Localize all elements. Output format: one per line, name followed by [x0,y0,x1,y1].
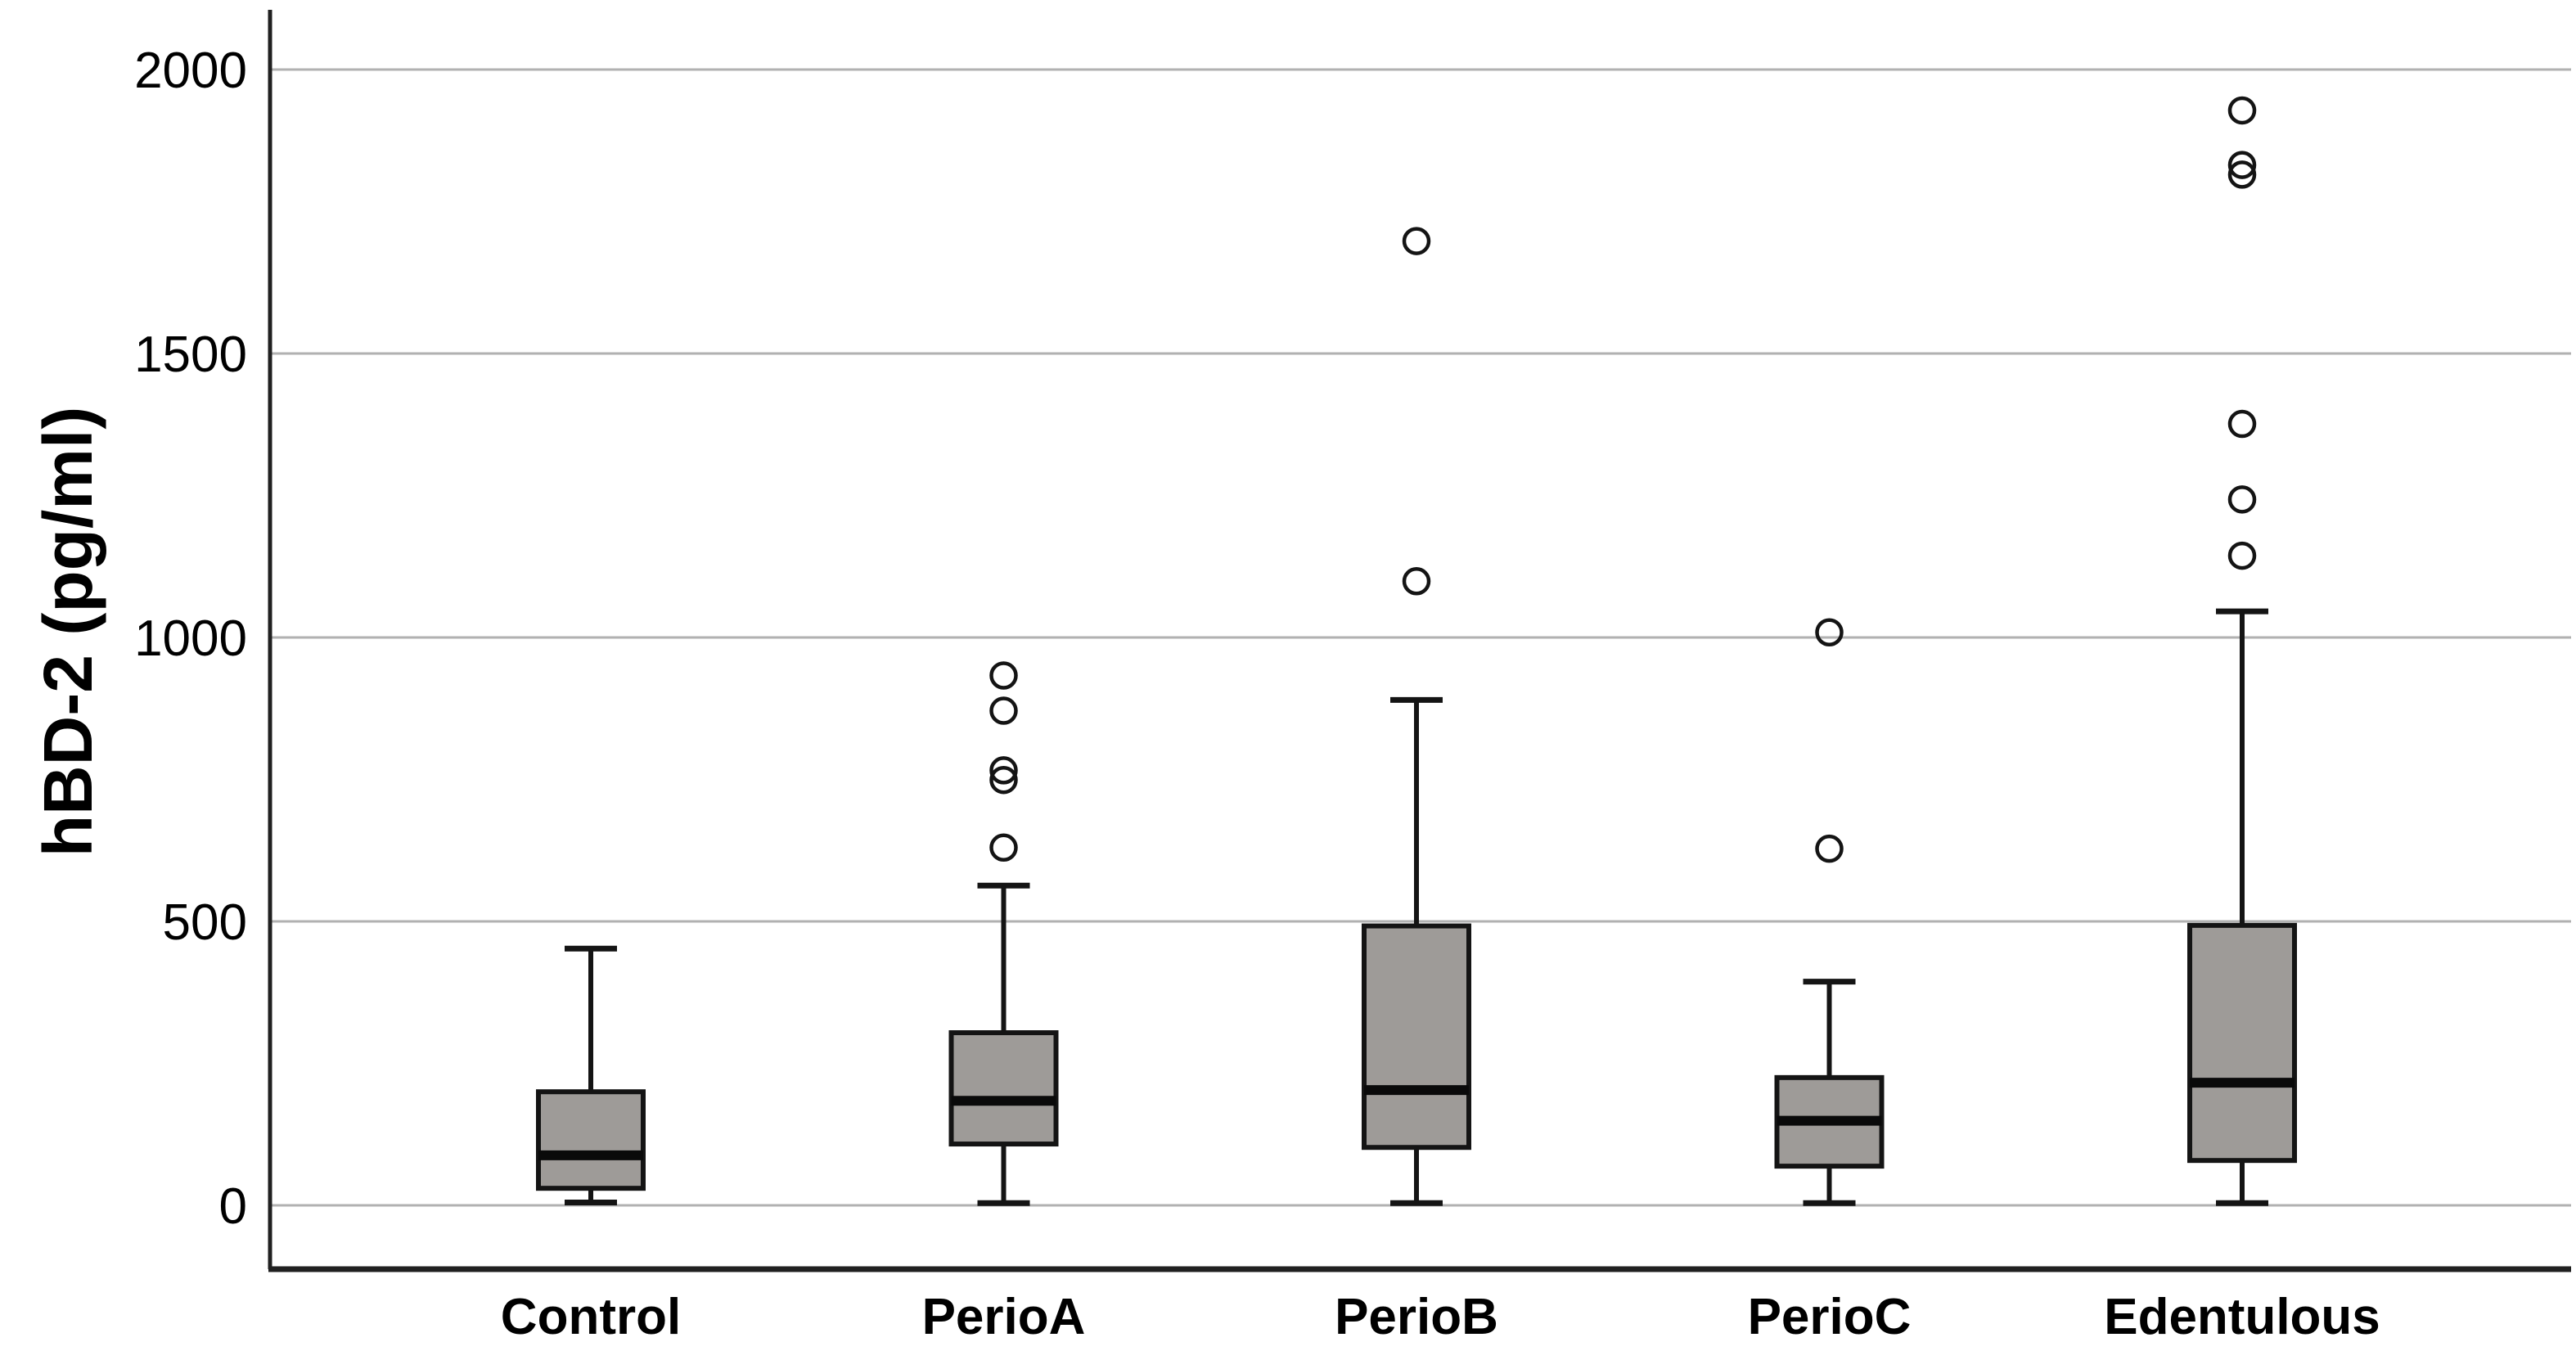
box-glyph-perioc [1774,618,1885,1206]
chart-content: 0 500 1000 1500 2000 Control PerioA PerioB Perio… [134,10,2571,1345]
category-label: Edentulous [2104,1289,2380,1345]
category-label: PerioC [1748,1289,1912,1345]
outlier-point [2227,541,2257,570]
y-tick-label: 2000 [134,43,247,99]
y-tick-label: 1500 [134,326,247,383]
outlier-point [989,696,1018,725]
outlier-point [2227,409,2257,439]
outlier-point [2227,96,2257,125]
iqr-box [536,1089,646,1191]
outlier-point [989,661,1018,690]
y-tick-label: 500 [163,894,247,951]
y-tick-label: 1000 [134,610,247,667]
outlier-point [989,833,1018,862]
box-glyph-control [536,945,646,1206]
box-glyph-edentulous [2187,96,2297,1206]
outlier-point [1815,834,1844,863]
iqr-box [2187,922,2297,1164]
y-axis-title: hBD-2 (pg/ml) [29,407,106,858]
iqr-box [1362,923,1471,1151]
y-tick-label: 0 [219,1178,247,1235]
box-glyph-perioa [948,661,1059,1206]
iqr-box [948,1030,1059,1147]
outlier-point [2227,160,2257,189]
box-glyph-periob [1362,227,1471,1206]
outlier-point [989,756,1018,785]
category-label: PerioB [1335,1289,1498,1345]
outlier-point [2227,485,2257,514]
category-label: Control [501,1289,681,1345]
outlier-point [2227,151,2257,179]
category-label: PerioA [922,1289,1086,1345]
outlier-point [1402,567,1431,596]
outlier-point [1815,618,1844,647]
outlier-point [989,765,1018,795]
outlier-point [1402,227,1431,255]
